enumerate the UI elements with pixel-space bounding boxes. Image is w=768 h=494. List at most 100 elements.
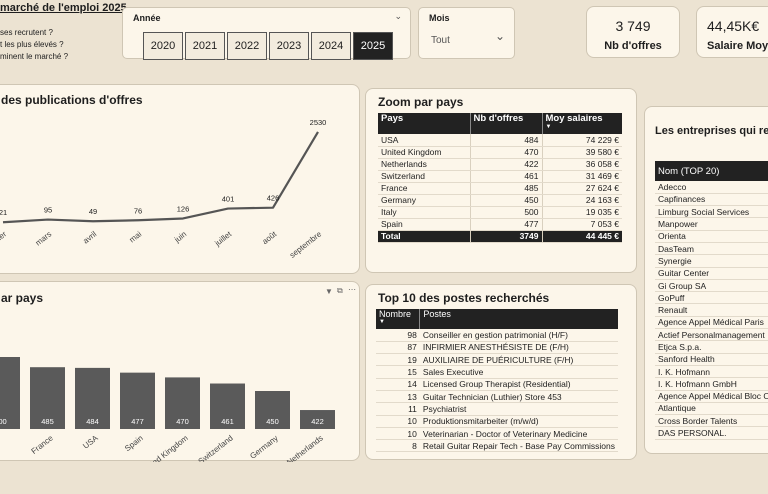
table-row[interactable]: Guitar Center bbox=[655, 267, 768, 280]
bar bbox=[210, 383, 245, 429]
table-row[interactable]: Spain 477 7 053 € bbox=[378, 218, 622, 231]
table-row[interactable]: Netherlands 422 36 058 € bbox=[378, 158, 622, 171]
x-tick-label: Germany bbox=[248, 433, 279, 460]
table-row[interactable]: Etjca S.p.a. bbox=[655, 340, 768, 354]
table-row[interactable]: Switzerland 461 31 469 € bbox=[378, 170, 622, 183]
bar-value-label: 00 bbox=[0, 417, 7, 426]
year-button-2023[interactable]: 2023 bbox=[269, 32, 309, 60]
zoom-cell-pays: Switzerland bbox=[378, 170, 470, 183]
zoom-card: Zoom par pays Pays Nb d'offres Moy salai… bbox=[365, 88, 637, 273]
entreprise-cell: Cross Border Talents bbox=[655, 414, 768, 428]
year-slicer: Année ⌄ 2020 2021 2022 2023 2024 2025 bbox=[122, 7, 411, 60]
table-row[interactable]: 8 Retail Guitar Repair Tech - Base Pay Co… bbox=[376, 439, 618, 453]
zoom-cell-pays: Netherlands bbox=[378, 158, 470, 171]
question-link-1[interactable]: ses recrutent ? bbox=[0, 28, 53, 37]
entreprise-cell: Limburg Social Services bbox=[655, 205, 768, 219]
year-button-2025[interactable]: 2025 bbox=[353, 32, 393, 60]
table-row[interactable]: 87 INFIRMIER ANESTHÉSISTE DE (F/H) bbox=[376, 341, 618, 355]
year-button-2021[interactable]: 2021 bbox=[185, 32, 225, 60]
table-row[interactable]: Actief Personalmanagement bbox=[655, 328, 768, 342]
line-chart: 21 février 95 mars 49 avril 76 mai 126 juin 401 jui… bbox=[0, 118, 326, 260]
table-row[interactable]: Sanford Health bbox=[655, 353, 768, 366]
table-row[interactable]: Italy 500 19 035 € bbox=[378, 206, 622, 219]
postes-cell-poste: Guitar Technician (Luthier) Store 453 bbox=[419, 390, 618, 404]
entreprise-cell: Manpower bbox=[655, 217, 768, 231]
table-row[interactable]: United Kingdom 470 39 580 € bbox=[378, 146, 622, 159]
table-row[interactable]: Atlantique bbox=[655, 402, 768, 416]
zoom-title: Zoom par pays bbox=[378, 95, 464, 109]
table-row[interactable]: Agence Appel Médical Bloc O bbox=[655, 390, 768, 403]
table-row[interactable]: Gi Group SA bbox=[655, 279, 768, 293]
zoom-cell-pays: Italy bbox=[378, 206, 470, 219]
bar-value-label: 470 bbox=[176, 417, 189, 426]
sort-desc-icon[interactable]: ▼ bbox=[545, 124, 552, 130]
x-tick-label: United Kingdom bbox=[139, 433, 190, 462]
table-row[interactable]: Capfinances bbox=[655, 193, 768, 207]
zoom-header-nb[interactable]: Nb d'offres bbox=[469, 113, 542, 134]
table-row[interactable]: I. K. Hofmann GmbH bbox=[655, 377, 768, 391]
question-link-2[interactable]: t les plus élevés ? bbox=[0, 40, 64, 49]
focus-mode-icon[interactable]: ⧉ bbox=[337, 286, 343, 295]
bar bbox=[75, 367, 110, 429]
table-total-row: Total 3749 44 445 € bbox=[378, 230, 622, 243]
zoom-header-pays[interactable]: Pays bbox=[378, 113, 470, 134]
x-tick-label: Switzerland bbox=[197, 433, 235, 462]
table-row[interactable]: 11 Psychiatrist bbox=[376, 402, 618, 416]
zoom-cell-nb: 422 bbox=[469, 158, 542, 171]
zoom-total-label: Total bbox=[378, 230, 470, 243]
table-row[interactable]: Germany 450 24 163 € bbox=[378, 194, 622, 207]
table-row[interactable]: 15 Sales Executive bbox=[376, 365, 618, 379]
entreprise-cell: Atlantique bbox=[655, 402, 768, 416]
sort-desc-icon[interactable]: ▼ bbox=[379, 319, 385, 325]
table-row[interactable]: DAS PERSONAL. bbox=[655, 426, 768, 440]
chevron-down-icon[interactable]: ⌄ bbox=[494, 29, 505, 43]
question-link-3[interactable]: minent le marché ? bbox=[0, 52, 69, 61]
chevron-down-icon[interactable]: ⌄ bbox=[394, 11, 402, 21]
zoom-cell-nb: 484 bbox=[469, 134, 542, 147]
table-row[interactable]: Manpower bbox=[655, 217, 768, 231]
table-row[interactable]: Agence Appel Médical Paris bbox=[655, 316, 768, 330]
table-row[interactable]: 14 Licensed Group Therapist (Residential) bbox=[376, 378, 618, 391]
month-dropdown[interactable]: Tout ⌄ bbox=[429, 29, 509, 50]
table-row[interactable]: Orienta bbox=[655, 230, 768, 243]
bar-chart-title: ar pays bbox=[1, 291, 44, 305]
month-slicer-label: Mois bbox=[429, 13, 450, 23]
entreprise-cell: I. K. Hofmann GmbH bbox=[655, 377, 768, 391]
more-options-icon[interactable]: ⋯ bbox=[348, 285, 356, 294]
bar bbox=[165, 377, 200, 429]
table-row[interactable]: GoPuff bbox=[655, 291, 768, 305]
filter-icon[interactable]: ▼ bbox=[325, 287, 333, 296]
zoom-header-moy[interactable]: Moy salaires ▼ bbox=[541, 113, 622, 134]
year-button-2020[interactable]: 2020 bbox=[143, 32, 183, 60]
year-button-2024[interactable]: 2024 bbox=[311, 32, 351, 60]
postes-header-nombre[interactable]: Nombre ▼ bbox=[376, 309, 420, 329]
table-row[interactable]: 10 Produktionsmitarbeiter (m/w/d) bbox=[376, 415, 618, 428]
postes-cell-poste: AUXILIAIRE DE PUÉRICULTURE (F/H) bbox=[419, 353, 618, 367]
x-tick-label: août bbox=[260, 229, 278, 246]
table-row[interactable]: 10 Veterinarian - Doctor of Veterinary Me… bbox=[376, 427, 618, 441]
table-row[interactable]: Adecco bbox=[655, 181, 768, 194]
entreprises-header[interactable]: Nom (TOP 20) bbox=[655, 161, 768, 181]
zoom-cell-nb: 450 bbox=[469, 194, 542, 207]
postes-cell-nombre: 15 bbox=[376, 365, 420, 379]
table-row[interactable]: 13 Guitar Technician (Luthier) Store 453 bbox=[376, 390, 618, 404]
table-row[interactable]: Renault bbox=[655, 303, 768, 317]
bar bbox=[120, 372, 155, 429]
zoom-cell-nb: 485 bbox=[469, 182, 542, 195]
data-label: 126 bbox=[177, 204, 190, 213]
zoom-total-nb: 3749 bbox=[469, 230, 542, 243]
table-row[interactable]: DasTeam bbox=[655, 242, 768, 256]
table-row[interactable]: Cross Border Talents bbox=[655, 414, 768, 428]
table-row[interactable]: Synergie bbox=[655, 254, 768, 268]
table-row[interactable]: 98 Conseiller en gestion patrimonial (H/F… bbox=[376, 329, 618, 342]
table-row[interactable]: France 485 27 624 € bbox=[378, 182, 622, 195]
year-button-2022[interactable]: 2022 bbox=[227, 32, 267, 60]
table-row[interactable]: Limburg Social Services bbox=[655, 205, 768, 219]
postes-cell-nombre: 10 bbox=[376, 415, 420, 428]
table-row[interactable]: 19 AUXILIAIRE DE PUÉRICULTURE (F/H) bbox=[376, 353, 618, 367]
kpi-offers-label: Nb d'offres bbox=[604, 40, 662, 52]
table-row[interactable]: I. K. Hofmann bbox=[655, 365, 768, 379]
table-row[interactable]: USA 484 74 229 € bbox=[378, 134, 622, 147]
postes-header-postes[interactable]: Postes bbox=[419, 309, 618, 329]
entreprise-cell: Etjca S.p.a. bbox=[655, 340, 768, 354]
